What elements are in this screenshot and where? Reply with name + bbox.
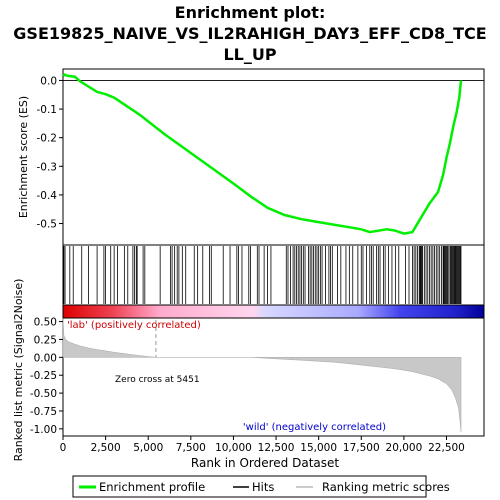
metric-xtick-label: 5,000 [133,442,163,454]
metric-ytick-label: -1.00 [30,424,57,436]
metric-xtick-label: 10,000 [215,442,252,454]
zero-cross-label: Zero cross at 5451 [115,375,200,385]
title-line-3: LL_UP [223,45,276,64]
es-ylabel: Enrichment score (ES) [17,96,30,218]
legend-label-metric: Ranking metric scores [322,480,450,494]
es-ytick-label: -0.3 [37,161,58,173]
es-ytick-label: -0.4 [37,190,58,202]
es-ytick-label: 0.0 [40,75,57,87]
neg-corr-label: 'wild' (negatively correlated) [243,422,386,433]
metric-ytick-label: -0.50 [30,388,57,400]
title-line-1: Enrichment plot: [175,3,326,22]
title-line-2: GSE19825_NAIVE_VS_IL2RAHIGH_DAY3_EFF_CD8… [13,24,486,43]
legend-label-enrichment: Enrichment profile [99,480,205,494]
metric-ytick-label: 0.50 [34,317,57,329]
hits-panel [62,244,485,306]
metric-panel: 0.50 0.25 0.00 -0.25 -0.50 -0.75 -1.00 0 2,500 5… [12,279,485,470]
es-ytick-label: -0.2 [37,133,58,145]
es-ytick-label: -0.5 [37,219,58,231]
metric-xtick-label: 7,500 [176,442,206,454]
legend-label-hits: Hits [252,480,274,494]
es-curve [62,73,463,235]
metric-xtick-label: 12,500 [258,442,295,454]
metric-xtick-label: 22,500 [428,442,465,454]
metric-xtick-label: 0 [60,442,67,454]
metric-xtick-label: 17,500 [343,442,380,454]
es-panel-frame [62,68,485,246]
legend: Enrichment profile Hits Ranking metric s… [72,475,450,498]
metric-ylabel: Ranked list metric (Signal2Noise) [12,279,25,462]
legend-box [72,475,427,498]
metric-ytick-label: 0.00 [34,352,57,364]
metric-xtick-label: 2,500 [91,442,121,454]
metric-ytick-label: 0.25 [34,334,57,346]
rank-color-bar [62,304,485,319]
metric-xtick-label: 15,000 [300,442,337,454]
pos-corr-label: 'lab' (positively correlated) [67,320,201,331]
metric-panel-frame [62,317,485,437]
metric-ytick-label: -0.25 [30,370,57,382]
es-panel: 0.0 -0.1 -0.2 -0.3 -0.4 -0.5 Enrichment score… [17,68,485,246]
metric-area [62,317,462,433]
es-ytick-label: -0.1 [37,104,58,116]
metric-xtick-label: 20,000 [386,442,423,454]
metric-ytick-label: -0.75 [30,406,57,418]
metric-xlabel: Rank in Ordered Dataset [191,456,339,470]
